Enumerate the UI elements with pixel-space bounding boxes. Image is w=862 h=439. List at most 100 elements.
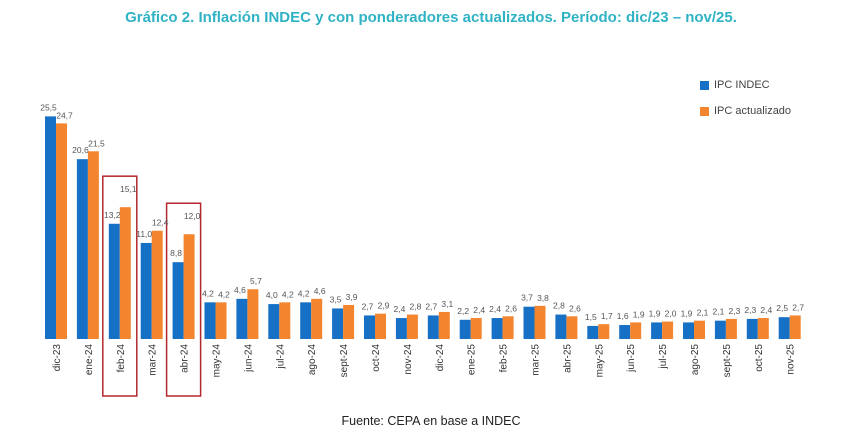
bar-ipc-actualizado-jun-24 <box>247 289 259 339</box>
value-label-ipc-actualizado-mar-24: 12,4 <box>152 218 169 228</box>
highlight-box-feb-24 <box>102 175 138 397</box>
chart-title: Gráfico 2. Inflación INDEC y con pondera… <box>125 9 737 26</box>
legend-swatch-ipc-indec <box>700 80 709 90</box>
x-tick-jul-24: jul-24 <box>275 344 286 370</box>
bar-ipc-indec-may-24 <box>204 302 216 339</box>
value-label-ipc-indec-ene-25: 2,2 <box>457 306 469 316</box>
value-label-ipc-actualizado-sept-24: 3,9 <box>346 292 358 302</box>
value-label-ipc-indec-feb-24: 13,2 <box>104 210 121 220</box>
legend-label-ipc-actualizado: IPC actualizado <box>714 105 792 117</box>
value-label-ipc-actualizado-mar-25: 3,8 <box>537 293 549 303</box>
bar-ipc-actualizado-feb-25 <box>502 316 514 339</box>
value-label-ipc-indec-sept-24: 3,5 <box>330 294 342 304</box>
x-tick-jun-25: jun-25 <box>626 344 637 373</box>
bar-ipc-indec-mar-24 <box>140 242 152 339</box>
value-label-ipc-actualizado-ene-24: 21,5 <box>88 138 105 148</box>
value-label-ipc-actualizado-oct-25: 2,4 <box>760 305 772 315</box>
x-tick-jun-24: jun-24 <box>243 344 254 373</box>
x-tick-oct-24: oct-24 <box>371 344 382 372</box>
legend-label-ipc-indec: IPC INDEC <box>714 79 770 91</box>
value-label-ipc-indec-abr-25: 2,8 <box>553 301 565 311</box>
value-label-ipc-indec-dic-23: 25,5 <box>40 102 57 112</box>
x-tick-ene-24: ene-24 <box>84 344 95 376</box>
bar-ipc-actualizado-dic-24 <box>438 311 450 339</box>
bar-ipc-indec-sept-24 <box>332 308 344 339</box>
value-label-ipc-indec-sept-25: 2,1 <box>712 307 724 317</box>
value-label-ipc-indec-may-24: 4,2 <box>202 288 214 298</box>
value-label-ipc-actualizado-ago-25: 2,1 <box>697 308 709 318</box>
value-label-ipc-actualizado-nov-24: 2,8 <box>409 302 421 312</box>
legend-item-ipc-indec: IPC INDEC <box>700 72 791 98</box>
value-label-ipc-actualizado-jul-25: 2,0 <box>665 309 677 319</box>
value-label-ipc-actualizado-sept-25: 2,3 <box>728 306 740 316</box>
value-label-ipc-actualizado-ene-25: 2,4 <box>473 305 485 315</box>
bar-ipc-indec-ago-25 <box>683 322 694 339</box>
value-label-ipc-actualizado-may-24: 4,2 <box>218 289 230 299</box>
bar-ipc-actualizado-dic-23 <box>56 123 67 339</box>
bar-ipc-actualizado-may-25 <box>598 324 610 339</box>
value-label-ipc-indec-mar-24: 11,0 <box>136 229 152 239</box>
x-tick-may-25: may-25 <box>594 344 605 378</box>
x-tick-abr-25: abr-25 <box>562 344 573 373</box>
value-label-ipc-indec-nov-25: 2,5 <box>776 303 788 313</box>
bar-ipc-actualizado-abr-25 <box>566 316 578 339</box>
x-tick-jul-25: jul-25 <box>658 344 669 370</box>
value-label-ipc-actualizado-abr-24: 12,0 <box>184 211 201 221</box>
chart-legend: IPC INDEC IPC actualizado <box>700 72 791 124</box>
x-tick-feb-25: feb-25 <box>499 344 510 373</box>
x-tick-dic-23: dic-23 <box>52 344 63 372</box>
bar-ipc-indec-nov-24 <box>395 318 407 339</box>
highlight-box-abr-24 <box>165 202 202 397</box>
value-label-ipc-indec-oct-25: 2,3 <box>744 305 756 315</box>
bar-ipc-indec-feb-24 <box>108 223 120 339</box>
bar-ipc-actualizado-jul-24 <box>279 302 291 339</box>
legend-item-ipc-actualizado: IPC actualizado <box>700 98 791 124</box>
bar-ipc-indec-ago-24 <box>300 302 312 339</box>
x-tick-nov-24: nov-24 <box>403 344 414 375</box>
x-tick-sept-25: sept-25 <box>722 344 733 378</box>
value-label-ipc-indec-feb-25: 2,4 <box>489 304 501 314</box>
bar-ipc-actualizado-may-24 <box>215 302 227 339</box>
value-label-ipc-actualizado-jun-24: 5,7 <box>250 276 262 286</box>
bar-ipc-actualizado-abr-24 <box>183 234 195 339</box>
bar-ipc-indec-oct-24 <box>364 315 375 339</box>
value-label-ipc-indec-ago-25: 1,9 <box>681 308 693 318</box>
bar-ipc-indec-jul-25 <box>651 322 663 339</box>
x-tick-mar-24: mar-24 <box>148 344 159 376</box>
bar-ipc-actualizado-sept-24 <box>343 304 355 339</box>
value-label-ipc-actualizado-abr-25: 2,6 <box>569 303 581 313</box>
x-tick-oct-25: oct-25 <box>754 344 765 372</box>
x-tick-ago-25: ago-25 <box>690 344 701 376</box>
value-label-ipc-actualizado-jun-25: 1,9 <box>633 309 645 319</box>
bar-ipc-indec-feb-25 <box>491 318 503 339</box>
x-tick-feb-24: feb-24 <box>116 344 127 373</box>
bar-ipc-indec-may-25 <box>587 325 599 339</box>
value-label-ipc-actualizado-dic-23: 24,7 <box>56 110 73 120</box>
x-tick-mar-25: mar-25 <box>531 344 542 376</box>
x-tick-sept-24: sept-24 <box>339 344 350 378</box>
bar-ipc-actualizado-sept-25 <box>725 318 737 339</box>
bar-ipc-actualizado-oct-25 <box>757 318 769 339</box>
value-label-ipc-actualizado-may-25: 1,7 <box>601 311 613 321</box>
bar-ipc-actualizado-oct-24 <box>375 313 386 339</box>
x-tick-may-24: may-24 <box>212 344 223 378</box>
value-label-ipc-indec-abr-24: 8,8 <box>170 248 182 258</box>
bar-ipc-indec-mar-25 <box>523 306 535 339</box>
bar-ipc-indec-ene-25 <box>459 319 471 339</box>
bar-ipc-indec-abr-24 <box>172 262 184 339</box>
bar-ipc-indec-nov-25 <box>778 317 790 339</box>
value-label-ipc-indec-mar-25: 3,7 <box>521 293 533 303</box>
bar-ipc-actualizado-ago-25 <box>694 320 705 339</box>
bar-ipc-actualizado-mar-24 <box>151 230 163 339</box>
chart-source: Fuente: CEPA en base a INDEC <box>341 414 521 428</box>
x-tick-nov-25: nov-25 <box>786 344 797 375</box>
value-label-ipc-indec-dic-24: 2,7 <box>425 301 437 311</box>
bar-ipc-actualizado-nov-25 <box>789 315 801 339</box>
value-label-ipc-actualizado-oct-24: 2,9 <box>378 301 390 311</box>
value-label-ipc-indec-jun-25: 1,6 <box>617 311 629 321</box>
bar-ipc-indec-oct-25 <box>746 318 758 339</box>
bar-ipc-actualizado-mar-25 <box>534 305 546 339</box>
value-label-ipc-indec-jul-25: 1,9 <box>649 308 661 318</box>
value-label-ipc-actualizado-dic-24: 3,1 <box>441 299 453 309</box>
